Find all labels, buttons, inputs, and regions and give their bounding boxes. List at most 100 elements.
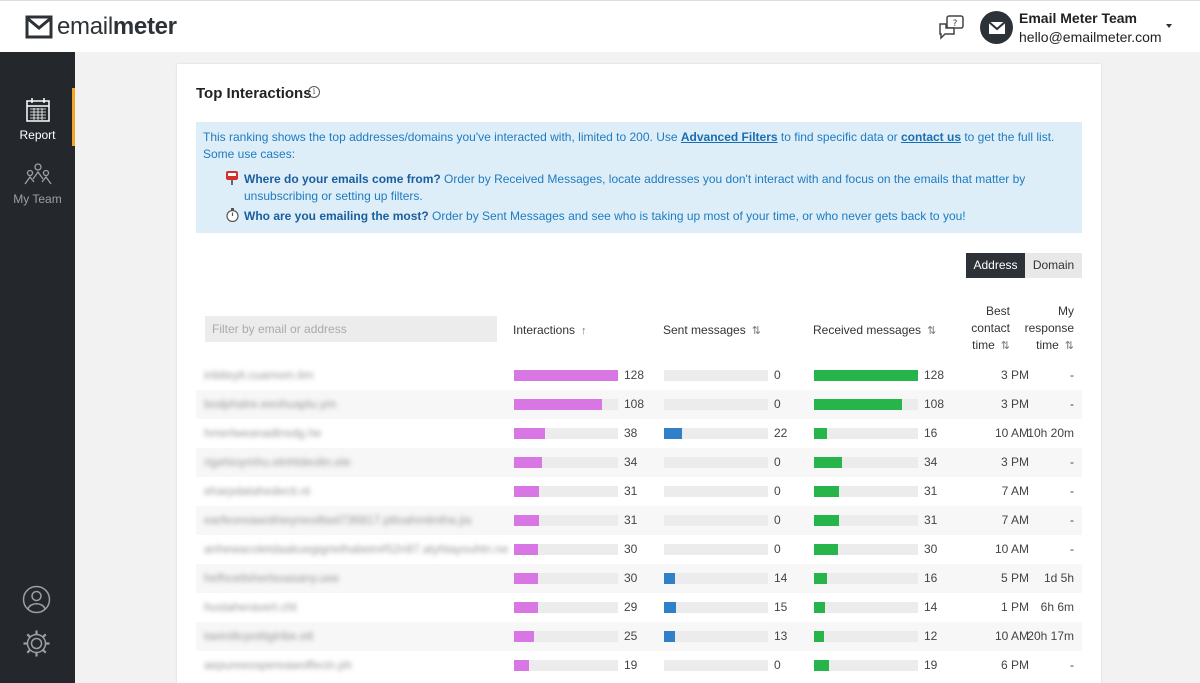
table-row[interactable]: hustaheravert.cht 29 15 14 1 PM 6h 6m xyxy=(196,593,1082,622)
use-cases-label: Some use cases: xyxy=(203,147,296,161)
sidebar: Report My Team xyxy=(0,52,75,683)
row-best-time: 1 PM xyxy=(1000,600,1029,614)
user-name: Email Meter Team xyxy=(1019,10,1138,26)
sidebar-item-report[interactable]: Report xyxy=(0,88,75,146)
row-address[interactable]: anhewacoletdaakuegigriethabein#52n97.aty… xyxy=(204,542,509,556)
row-interactions-bar xyxy=(514,660,618,671)
column-my-response-time[interactable]: My response time ⇅ xyxy=(1023,303,1074,355)
row-address[interactable]: aepureeospereawoffecin.ph xyxy=(204,658,352,672)
table-row[interactable]: rigehioymhu.elnhtdeoltn.ele 34 0 34 3 PM - xyxy=(196,448,1082,477)
top-bar: emailmeter ? Email Meter Team hello@emai… xyxy=(0,0,1200,52)
row-interactions-value: 34 xyxy=(624,455,638,469)
row-received-value: 16 xyxy=(924,426,938,440)
sort-asc-icon: ↑ xyxy=(581,325,587,337)
row-interactions-bar xyxy=(514,399,618,410)
table-row[interactable]: aepureeospereawoffecin.ph 19 0 19 6 PM - xyxy=(196,651,1082,680)
contact-us-link[interactable]: contact us xyxy=(900,130,961,144)
row-interactions-value: 30 xyxy=(624,542,638,556)
row-interactions-bar-fill xyxy=(514,428,545,439)
table-row[interactable]: hefhcetlsherlsoasany.uee 30 14 16 5 PM 1d 5h xyxy=(196,564,1082,593)
row-sent-bar xyxy=(664,544,768,555)
row-interactions-bar xyxy=(514,573,618,584)
column-received-messages[interactable]: Received messages ⇅ xyxy=(813,322,936,340)
row-sent-bar xyxy=(664,428,768,439)
user-account-icon[interactable] xyxy=(22,585,51,614)
row-address[interactable]: inbiteyit.cuamom.tim xyxy=(204,368,314,382)
row-received-bar-fill xyxy=(814,515,839,526)
row-sent-bar-fill xyxy=(664,428,682,439)
gear-icon[interactable] xyxy=(22,629,51,658)
table-row[interactable]: earfeoreawothieyneoiltwd736817.pttoahmti… xyxy=(196,506,1082,535)
row-address[interactable]: taeiniltcpottiglribe.ett xyxy=(204,629,314,643)
table-row[interactable]: hmerlweanadlnsdg.he 38 22 16 10 AM 10h 20m xyxy=(196,419,1082,448)
table-row[interactable]: anhewacoletdaakuegigriethabein#52n97.aty… xyxy=(196,535,1082,564)
row-received-value: 14 xyxy=(924,600,938,614)
user-menu-caret-icon[interactable] xyxy=(1166,24,1172,28)
use-case-1-question: Where do your emails come from? xyxy=(244,172,441,186)
use-case-2-text: Order by Sent Messages and see who is ta… xyxy=(428,209,966,223)
table-row[interactable]: taeiniltcpottiglribe.ett 25 13 12 10 AM 20h 1… xyxy=(196,622,1082,651)
row-response-time: 20h 17m xyxy=(1027,629,1074,643)
logo[interactable]: emailmeter xyxy=(25,15,177,39)
table-row[interactable]: inbiteyit.cuamom.tim 128 0 128 3 PM - xyxy=(196,361,1082,390)
row-interactions-bar-fill xyxy=(514,602,538,613)
column-best-contact-time[interactable]: Best contact time ⇅ xyxy=(960,303,1010,355)
row-received-bar-fill xyxy=(814,370,918,381)
use-case-received: Where do your emails come from? Order by… xyxy=(203,171,1075,205)
row-address[interactable]: earfeoreawothieyneoiltwd736817.pttoahmti… xyxy=(204,513,472,527)
info-box: This ranking shows the top addresses/dom… xyxy=(196,122,1082,233)
column-sent-messages[interactable]: Sent messages ⇅ xyxy=(663,322,761,340)
mailbox-icon xyxy=(226,171,242,205)
avatar[interactable] xyxy=(980,11,1013,44)
toggle-address[interactable]: Address xyxy=(966,253,1025,278)
table-row[interactable]: bodphalre.eeohuaplu.ym 108 0 108 3 PM - xyxy=(196,390,1082,419)
row-address[interactable]: hustaheravert.cht xyxy=(204,600,297,614)
svg-text:?: ? xyxy=(953,19,958,29)
logo-text: emailmeter xyxy=(57,13,177,40)
row-sent-bar xyxy=(664,660,768,671)
row-sent-value: 0 xyxy=(774,484,781,498)
row-interactions-value: 25 xyxy=(624,629,638,643)
row-response-time: - xyxy=(1070,368,1074,382)
row-received-bar xyxy=(814,486,918,497)
row-address[interactable]: bodphalre.eeohuaplu.ym xyxy=(204,397,337,411)
row-best-time: 10 AM xyxy=(994,629,1029,643)
sort-icon: ⇅ xyxy=(1064,340,1074,352)
row-address[interactable]: hefhcetlsherlsoasany.uee xyxy=(204,571,340,585)
row-interactions-value: 108 xyxy=(624,397,645,411)
row-received-bar xyxy=(814,370,918,381)
row-address[interactable]: rigehioymhu.elnhtdeoltn.ele xyxy=(204,455,351,469)
row-sent-value: 0 xyxy=(774,542,781,556)
filter-input[interactable] xyxy=(205,316,497,342)
row-interactions-bar xyxy=(514,515,618,526)
row-received-value: 34 xyxy=(924,455,938,469)
row-sent-value: 13 xyxy=(774,629,788,643)
row-received-bar xyxy=(814,602,918,613)
row-received-value: 19 xyxy=(924,658,938,672)
row-response-time: - xyxy=(1070,484,1074,498)
row-interactions-value: 30 xyxy=(624,571,638,585)
row-interactions-value: 128 xyxy=(624,368,645,382)
info-icon[interactable]: i xyxy=(308,86,320,98)
sidebar-item-my-team[interactable]: My Team xyxy=(0,162,75,206)
table-row[interactable]: eharpdatahedecti.nt 31 0 31 7 AM - xyxy=(196,477,1082,506)
row-received-bar-fill xyxy=(814,573,827,584)
toggle-domain[interactable]: Domain xyxy=(1025,253,1082,278)
row-received-value: 31 xyxy=(924,484,938,498)
column-interactions[interactable]: Interactions ↑ xyxy=(513,322,587,340)
row-best-time: 10 AM xyxy=(994,426,1029,440)
row-response-time: 6h 6m xyxy=(1040,600,1074,614)
feedback-chat-icon[interactable]: ? xyxy=(937,14,965,40)
sort-icon: ⇅ xyxy=(927,325,937,337)
row-address[interactable]: hmerlweanadlnsdg.he xyxy=(204,426,322,440)
row-received-bar-fill xyxy=(814,428,827,439)
team-icon xyxy=(23,163,52,185)
row-sent-bar xyxy=(664,486,768,497)
row-address[interactable]: eharpdatahedecti.nt xyxy=(204,484,311,498)
row-interactions-bar-fill xyxy=(514,399,602,410)
row-received-bar xyxy=(814,660,918,671)
row-sent-value: 0 xyxy=(774,513,781,527)
row-sent-bar-fill xyxy=(664,573,675,584)
advanced-filters-link[interactable]: Advanced Filters xyxy=(680,130,778,144)
row-best-time: 7 AM xyxy=(1001,484,1029,498)
